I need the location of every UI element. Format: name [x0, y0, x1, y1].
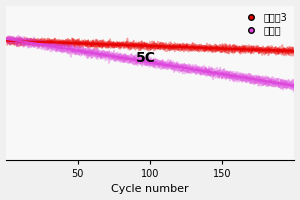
Legend: 实施例3, 对比例: 实施例3, 对比例	[240, 10, 290, 37]
Text: 5C: 5C	[136, 51, 156, 65]
X-axis label: Cycle number: Cycle number	[111, 184, 189, 194]
